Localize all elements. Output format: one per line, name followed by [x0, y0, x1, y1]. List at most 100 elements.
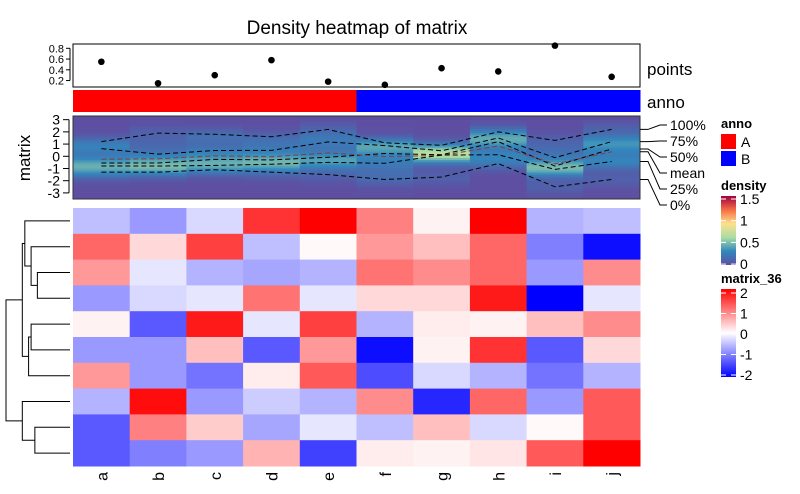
density-cell — [243, 174, 301, 177]
density-cell — [299, 180, 357, 183]
density-cell — [526, 116, 584, 119]
density-cell — [356, 180, 414, 183]
density-cell — [129, 190, 187, 194]
points-tick-label: 0.4 — [49, 65, 64, 77]
density-cell — [356, 163, 414, 167]
heatmap-cell — [73, 259, 131, 286]
heatmap-cell — [526, 259, 584, 286]
density-cell — [583, 163, 641, 167]
density-cell — [299, 157, 357, 161]
density-cell — [356, 176, 414, 179]
density-cell — [583, 165, 641, 169]
density-cell — [73, 184, 131, 188]
density-tick-label: -3 — [48, 185, 61, 201]
density-cell — [469, 120, 528, 123]
density-cell — [413, 140, 471, 144]
density-cell — [243, 176, 301, 179]
heatmap-cell — [299, 337, 357, 364]
density-cell — [356, 190, 414, 194]
density-cell — [413, 182, 471, 185]
density-cell — [73, 163, 131, 167]
density-cell — [526, 147, 584, 150]
density-cell — [243, 159, 301, 163]
dendrogram-branch — [30, 323, 70, 351]
density-cell — [129, 180, 187, 183]
legend-matrix-title: matrix_36 — [721, 271, 782, 286]
density-cell — [129, 169, 187, 173]
density-cell — [186, 167, 244, 171]
anno-cell-b — [129, 90, 187, 112]
density-cell — [583, 169, 641, 173]
density-cell — [413, 147, 471, 150]
density-cell — [413, 120, 471, 123]
heatmap-cell — [186, 362, 244, 390]
heatmap-cell — [413, 311, 471, 338]
legend-density-title: density — [721, 178, 767, 193]
density-cell — [129, 118, 187, 121]
heatmap-cell — [469, 337, 528, 364]
density-cell — [299, 172, 357, 175]
density-cell — [129, 194, 187, 198]
heatmap-cell — [243, 285, 301, 312]
density-cell — [129, 165, 187, 169]
row-dendrogram — [5, 220, 70, 454]
density-cell — [243, 190, 301, 194]
density-cell — [356, 120, 414, 123]
heatmap-cell — [583, 440, 641, 467]
heatmap-cell — [299, 311, 357, 338]
density-cell — [73, 196, 131, 200]
density-cell — [526, 142, 584, 146]
heatmap-cell — [243, 259, 301, 286]
density-cell — [186, 169, 244, 173]
density-tick-label: 2 — [52, 124, 60, 140]
density-cell — [186, 178, 244, 181]
density-cell — [526, 157, 584, 161]
heatmap-cell — [73, 337, 131, 364]
density-cell — [73, 145, 131, 148]
density-cell — [526, 169, 584, 173]
density-cell — [469, 149, 528, 152]
density-cell — [583, 138, 641, 142]
heatmap-cell — [299, 208, 357, 235]
density-cell — [583, 182, 641, 185]
heatmap-cell — [413, 208, 471, 235]
density-cell — [129, 126, 187, 129]
density-cell — [73, 132, 131, 136]
density-cell — [129, 155, 187, 158]
density-cell — [186, 165, 244, 169]
density-cell — [469, 180, 528, 183]
density-cell — [299, 192, 357, 196]
heatmap-cell — [413, 337, 471, 364]
density-cell — [469, 136, 528, 140]
density-cell — [469, 188, 528, 192]
density-cell — [129, 124, 187, 127]
density-cell — [73, 118, 131, 121]
density-cell — [129, 145, 187, 148]
density-cell — [243, 142, 301, 146]
density-cell — [583, 142, 641, 146]
density-cell — [526, 172, 584, 175]
density-cell — [356, 192, 414, 196]
heatmap-cell — [73, 388, 131, 415]
density-cell — [356, 116, 414, 119]
density-cell — [73, 172, 131, 175]
density-cell — [299, 184, 357, 188]
density-cell — [73, 122, 131, 125]
density-cell — [469, 138, 528, 142]
density-cell — [413, 196, 471, 200]
density-cell — [186, 140, 244, 144]
density-tick-label: 3 — [52, 112, 60, 128]
heatmap-cell — [186, 208, 244, 235]
density-cell — [413, 122, 471, 125]
anno-cell-c — [186, 90, 244, 112]
density-cell — [129, 130, 187, 134]
heatmap-cell — [243, 440, 301, 467]
density-cell — [186, 151, 244, 154]
density-cell — [243, 140, 301, 144]
density-cell — [299, 186, 357, 190]
legend-matrix-tick: -1 — [740, 347, 753, 363]
density-cell — [243, 167, 301, 171]
density-cell — [526, 159, 584, 163]
density-cell — [186, 147, 244, 150]
